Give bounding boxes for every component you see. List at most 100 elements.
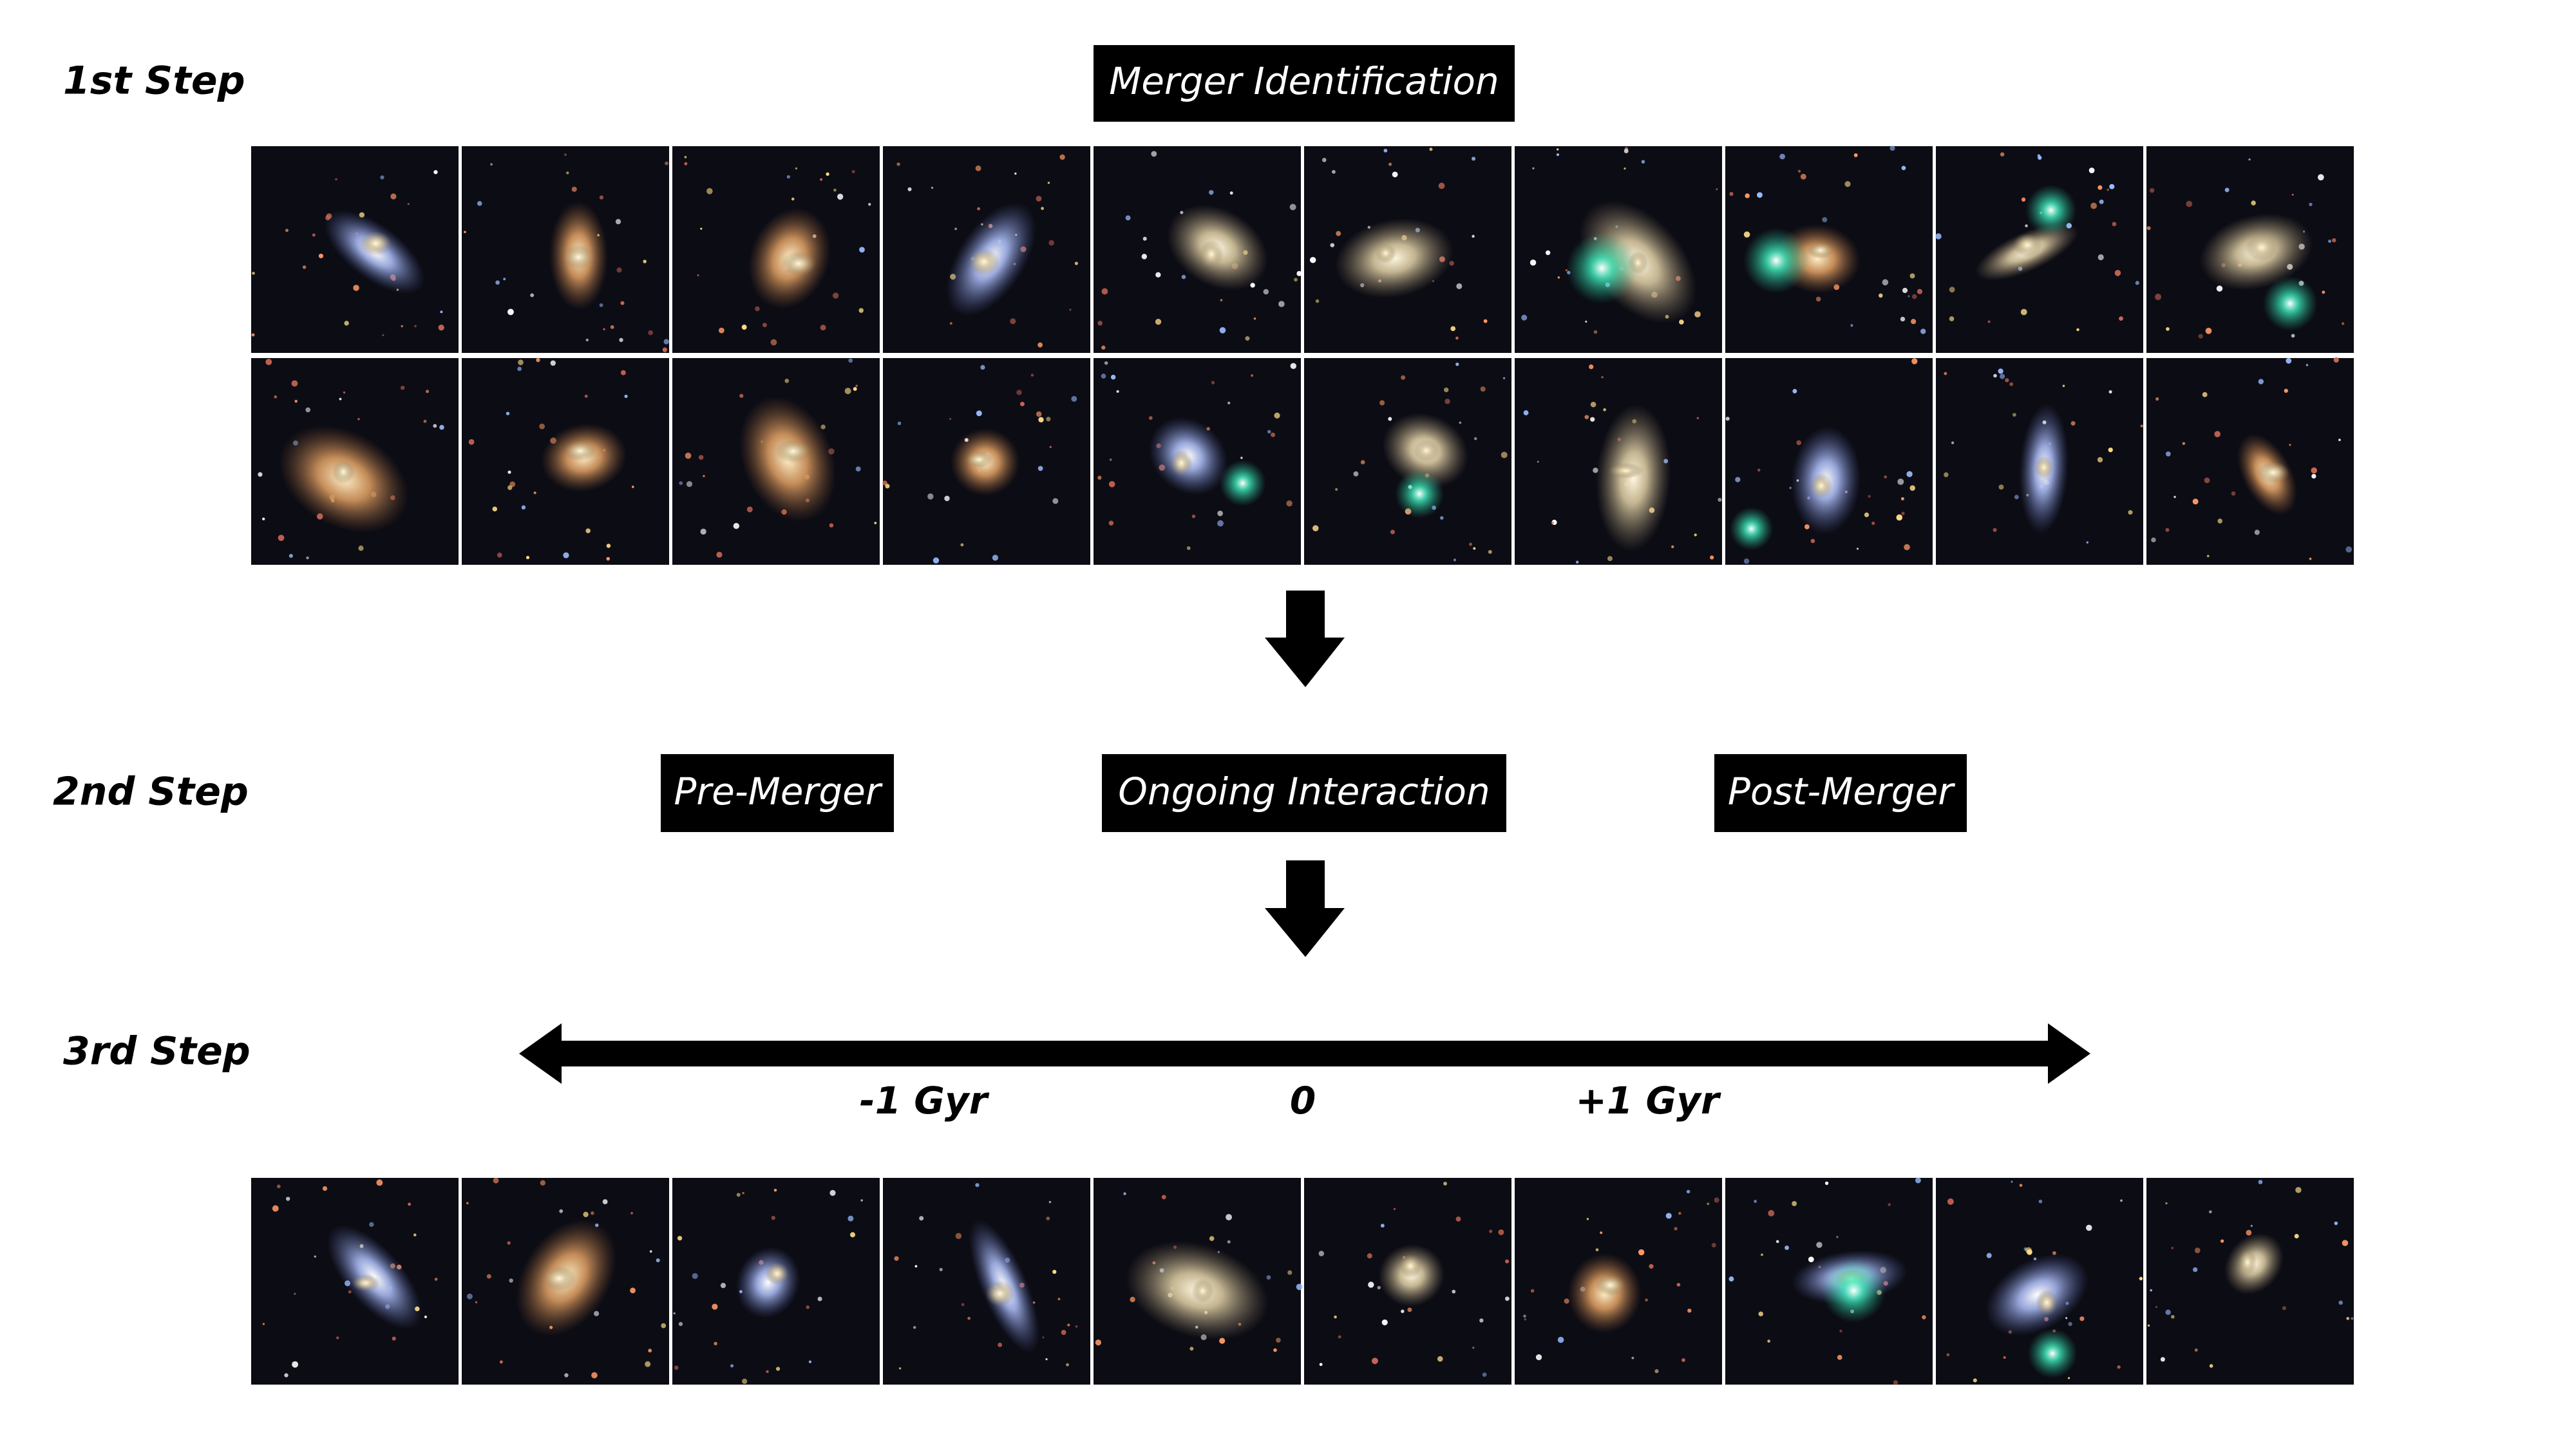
star: [276, 1184, 281, 1189]
star: [2192, 498, 2199, 505]
star: [712, 1303, 718, 1310]
star: [1380, 1224, 1385, 1228]
star: [1336, 231, 1341, 236]
star: [960, 543, 964, 547]
star: [1453, 558, 1457, 562]
star: [433, 424, 437, 428]
star: [540, 1180, 546, 1186]
star: [440, 310, 443, 314]
star: [518, 359, 524, 366]
star: [1052, 1269, 1057, 1274]
star: [336, 1336, 339, 1340]
star: [1229, 191, 1233, 195]
star: [1498, 1229, 1504, 1235]
star: [499, 1360, 503, 1364]
galaxy-core: [968, 248, 1000, 276]
star: [1059, 154, 1065, 160]
star: [2205, 327, 2212, 334]
galaxy-core: [1191, 1279, 1214, 1303]
star: [616, 267, 622, 273]
star: [1049, 446, 1052, 448]
star: [1901, 511, 1905, 516]
timeline-arrow: [519, 1023, 2090, 1084]
star: [1104, 361, 1108, 365]
star: [1161, 1195, 1166, 1200]
star: [1253, 317, 1256, 320]
star: [2005, 378, 2009, 383]
star: [305, 407, 310, 413]
galaxy-images: [251, 146, 2354, 1385]
star: [477, 201, 482, 206]
star: [559, 1209, 564, 1213]
star: [1987, 320, 1991, 323]
star: [1048, 1200, 1052, 1204]
star: [1645, 1298, 1648, 1302]
star: [2139, 1276, 2143, 1281]
star: [820, 325, 826, 331]
star: [2224, 187, 2230, 193]
star: [1488, 549, 1492, 554]
star: [980, 365, 985, 370]
star: [1882, 279, 1889, 286]
box-label: Ongoing Interaction: [1118, 770, 1490, 813]
star: [2112, 222, 2117, 227]
star: [606, 556, 611, 561]
star: [1110, 374, 1116, 380]
star: [1822, 217, 1828, 223]
star: [322, 1186, 328, 1191]
galaxy-core: [1810, 473, 1833, 498]
star: [1879, 293, 1883, 298]
star: [1141, 254, 1148, 260]
star: [1584, 415, 1589, 419]
star: [1047, 182, 1050, 184]
star: [550, 360, 556, 366]
star: [1181, 274, 1186, 279]
star: [1679, 319, 1684, 325]
star: [2291, 193, 2294, 196]
star: [656, 1258, 660, 1263]
star: [2294, 1234, 2299, 1239]
star: [1217, 510, 1223, 516]
star: [1186, 546, 1191, 551]
star: [1338, 1335, 1341, 1339]
galaxy-core: [965, 451, 993, 468]
star: [2128, 510, 2133, 515]
star: [2198, 334, 2203, 339]
star: [808, 1360, 812, 1363]
star: [1707, 1202, 1710, 1206]
star: [1211, 381, 1215, 384]
star: [423, 419, 427, 423]
star: [673, 1312, 676, 1315]
star: [1318, 1251, 1325, 1256]
star: [1537, 460, 1539, 463]
star: [1469, 542, 1472, 546]
star: [2062, 384, 2065, 388]
star: [1472, 1347, 1475, 1349]
star: [1148, 416, 1153, 421]
star: [1757, 192, 1763, 198]
galaxy-core: [564, 440, 597, 461]
star: [285, 229, 289, 232]
star: [2170, 1314, 2175, 1319]
galaxy-core: [1399, 1254, 1423, 1278]
star: [1294, 278, 1298, 282]
star: [1505, 1259, 1510, 1264]
timeline-label: -1 Gyr: [860, 1079, 990, 1122]
star: [2250, 1224, 2253, 1227]
star: [2165, 527, 2170, 532]
star: [1437, 1356, 1443, 1362]
star: [507, 308, 514, 316]
star: [291, 380, 298, 387]
star: [620, 301, 625, 305]
star: [1217, 520, 1224, 527]
star: [1296, 1283, 1303, 1291]
star: [1603, 408, 1606, 412]
down-arrow: [1265, 591, 1345, 687]
star: [1530, 1289, 1535, 1293]
star: [1240, 457, 1243, 459]
star: [786, 175, 790, 179]
star: [2038, 1199, 2043, 1204]
star: [1796, 440, 1801, 446]
star: [2311, 473, 2316, 479]
star: [700, 227, 703, 230]
